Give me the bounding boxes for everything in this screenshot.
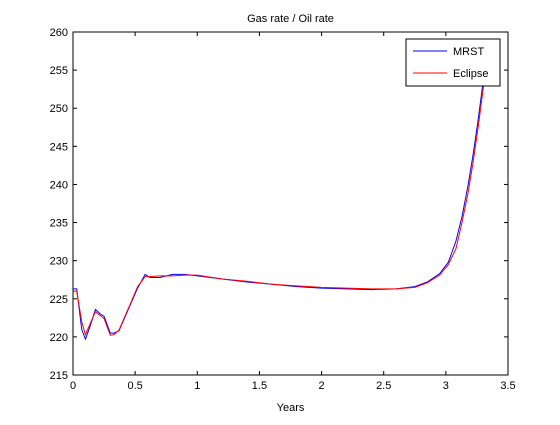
y-tick-label: 250 xyxy=(50,103,68,115)
legend: MRST Eclipse xyxy=(405,38,501,87)
plot-area xyxy=(73,66,487,341)
series-line-eclipse xyxy=(73,70,487,337)
x-tick-label: 2 xyxy=(319,380,325,392)
x-axis-label: Years xyxy=(277,402,305,414)
x-tick-label: 0 xyxy=(70,380,76,392)
y-tick-label: 230 xyxy=(50,256,68,268)
y-tick-label: 245 xyxy=(50,141,68,153)
axes: 0 0.5 1 1.5 2 2.5 3 3.5 215 220 225 230 235 240 245 250… xyxy=(50,27,516,392)
x-tick-label: 1 xyxy=(194,380,200,392)
y-tick-label: 255 xyxy=(50,65,68,77)
y-tick-label: 215 xyxy=(50,370,68,382)
chart-title: Gas rate / Oil rate xyxy=(247,13,334,25)
legend-label-eclipse: Eclipse xyxy=(453,68,488,80)
x-tick-label: 3.5 xyxy=(500,380,515,392)
y-tick-label: 235 xyxy=(50,218,68,230)
x-tick-label: 1.5 xyxy=(252,380,267,392)
y-tick-label: 225 xyxy=(50,294,68,306)
y-tick-label: 240 xyxy=(50,179,68,191)
legend-label-mrst: MRST xyxy=(453,46,484,58)
x-tick-label: 2.5 xyxy=(376,380,391,392)
y-tick-label: 220 xyxy=(50,332,68,344)
legend-box xyxy=(405,38,501,87)
y-tick-label: 260 xyxy=(50,27,68,39)
axes-box xyxy=(72,31,509,376)
x-tick-label: 0.5 xyxy=(127,380,142,392)
x-tick-label: 3 xyxy=(443,380,449,392)
